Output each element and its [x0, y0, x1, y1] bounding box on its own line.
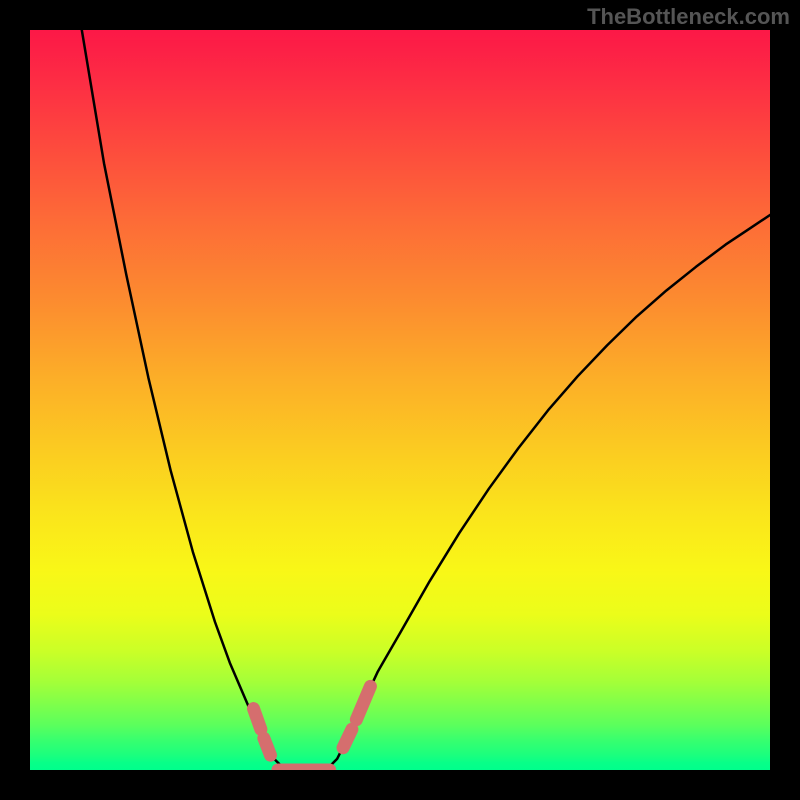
watermark-text: TheBottleneck.com [587, 4, 790, 30]
marker-pill-4 [356, 686, 370, 719]
chart-container: TheBottleneck.com [0, 0, 800, 800]
marker-pill-0 [253, 709, 260, 730]
curve-svg [30, 30, 770, 770]
bottleneck-curve [82, 30, 770, 770]
marker-pill-3 [343, 729, 352, 748]
plot-area [30, 30, 770, 770]
markers-group [253, 686, 370, 770]
marker-pill-1 [264, 738, 271, 755]
